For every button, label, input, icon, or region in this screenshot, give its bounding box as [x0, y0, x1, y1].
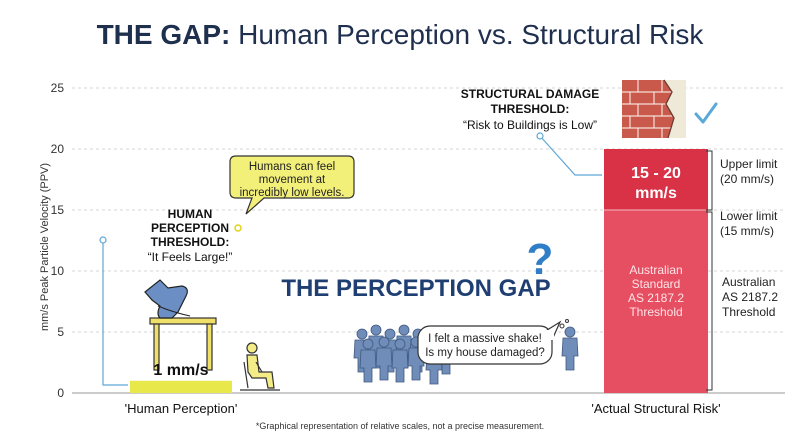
human-leader-line [102, 240, 128, 386]
humans-bubble-line1: Humans can feel [249, 161, 335, 173]
person-head [564, 326, 576, 338]
person-head [398, 324, 410, 336]
human-threshold-line3: THRESHOLD: [151, 235, 230, 249]
y-tick-label: 15 [51, 203, 65, 217]
y-tick-label: 20 [51, 142, 65, 156]
standard-label-3: AS 2187.2 [628, 291, 684, 305]
humans-bubble: Humans can feel movement at incredibly l… [229, 155, 355, 215]
humans-bubble-line3: incredibly low levels. [240, 187, 345, 199]
brick-wall-icon [622, 79, 686, 139]
shake-bubble-line2: Is my house damaged? [425, 347, 545, 359]
human-leader-dot [99, 236, 107, 244]
damage-threshold-line2: THRESHOLD: [491, 102, 570, 116]
standard-label-2: Standard [632, 277, 681, 291]
chart-title: THE GAP: Human Perception vs. Structural… [97, 19, 705, 50]
range-label-line1: 15 - 20 [631, 165, 681, 182]
hand-on-table-icon [144, 279, 217, 371]
person-head [370, 324, 382, 336]
upper-limit-line1: Upper limit [720, 157, 778, 171]
footnote: *Graphical representation of relative sc… [256, 421, 544, 431]
upper-limit-line2: (20 mm/s) [720, 172, 774, 186]
human-threshold-line1: HUMAN [168, 207, 213, 221]
category-label-structural: 'Actual Structural Risk' [591, 401, 720, 416]
perception-gap-label: THE PERCEPTION GAP [281, 275, 550, 302]
shake-bubble: I felt a massive shake! Is my house dama… [417, 319, 569, 365]
title-rest: Human Perception vs. Structural Risk [230, 19, 704, 50]
person-head [384, 328, 396, 340]
checkmark-icon [694, 102, 718, 124]
human-value-label: 1 mm/s [153, 362, 208, 379]
standard-side-line2: AS 2187.2 [722, 290, 778, 304]
person-body [375, 347, 393, 381]
person-icon [391, 338, 409, 383]
seated-person-icon [240, 342, 280, 391]
lower-bracket [706, 211, 713, 391]
title-bold: THE GAP: [97, 19, 231, 50]
structural-upper-band [604, 149, 708, 210]
person-icon [359, 338, 377, 383]
damage-leader-line [539, 135, 602, 176]
human-threshold-line2: PERCEPTION [151, 221, 229, 235]
upper-bracket [706, 150, 713, 211]
person-head [362, 338, 374, 350]
damage-leader-dot [536, 132, 544, 140]
standard-label-1: Australian [629, 263, 682, 277]
person-body [391, 349, 409, 383]
person-icon [375, 336, 393, 381]
person-head [378, 336, 390, 348]
y-tick-label: 5 [57, 325, 64, 339]
shake-bubble-line1: I felt a massive shake! [428, 333, 542, 345]
question-mark-icon: ? [527, 235, 554, 284]
human-threshold-line4: “It Feels Large!” [148, 250, 233, 264]
y-tick-label: 0 [57, 386, 64, 400]
person-body [561, 337, 579, 371]
y-tick-label: 10 [51, 264, 65, 278]
y-axis-label: mm/s Peak Particle Velocity (PPV) [39, 163, 51, 331]
damage-threshold-line1: STRUCTURAL DAMAGE [461, 87, 599, 101]
standard-side-line3: Threshold [722, 305, 775, 319]
damage-threshold-line3: “Risk to Buildings is Low” [463, 118, 597, 132]
person-head [394, 338, 406, 350]
y-tick-label: 25 [51, 81, 65, 95]
y-tick-labels: 0 5 10 15 20 25 [51, 81, 65, 400]
range-label-line2: mm/s [635, 185, 677, 202]
person-body [359, 349, 377, 383]
humans-bubble-line2: movement at [259, 174, 326, 186]
standard-side-line1: Australian [722, 275, 775, 289]
category-label-human: 'Human Perception' [125, 401, 238, 416]
bubble-pointer-dot [234, 224, 242, 232]
standard-label-4: Threshold [629, 305, 682, 319]
person-icon [561, 326, 579, 371]
lower-limit-line1: Lower limit [720, 209, 778, 223]
human-perception-bar [130, 380, 232, 393]
person-head [356, 328, 368, 340]
lower-limit-line2: (15 mm/s) [720, 224, 774, 238]
